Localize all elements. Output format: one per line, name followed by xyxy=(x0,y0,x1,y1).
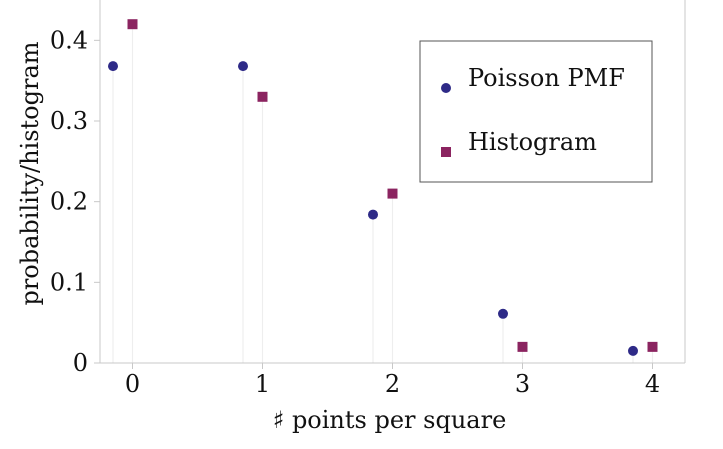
x-axis-title: ♯ points per square xyxy=(273,406,507,434)
data-point-histogram xyxy=(257,91,268,102)
data-point-poisson xyxy=(368,209,378,220)
y-tick-label: 0 xyxy=(73,349,88,377)
y-tick-label: 0.1 xyxy=(50,268,88,296)
legend-box xyxy=(419,40,653,183)
legend-marker-histogram xyxy=(441,147,451,157)
legend-marker-poisson xyxy=(441,83,451,93)
y-tick-label: 0.4 xyxy=(50,26,88,54)
data-point-histogram xyxy=(647,341,658,352)
y-tick-label: 0.3 xyxy=(50,107,88,135)
legend-label-histogram: Histogram xyxy=(468,128,597,156)
data-point-histogram xyxy=(127,19,138,30)
legend-label-poisson: Poisson PMF xyxy=(468,64,625,92)
ticks-layer: 0 1 2 3 4 0 0.1 0.2 0.3 0.4 xyxy=(50,26,660,398)
points-layer xyxy=(108,19,658,356)
x-tick-label: 4 xyxy=(645,370,660,398)
y-tick-label: 0.2 xyxy=(50,188,88,216)
data-point-poisson xyxy=(108,61,118,72)
x-tick-label: 1 xyxy=(255,370,270,398)
data-point-poisson xyxy=(238,61,248,72)
data-point-poisson xyxy=(498,308,508,319)
legend: Poisson PMF Histogram xyxy=(419,40,653,183)
x-tick-label: 2 xyxy=(385,370,400,398)
data-point-histogram xyxy=(387,188,398,199)
x-tick-label: 3 xyxy=(515,370,530,398)
data-point-histogram xyxy=(517,341,528,352)
stems-layer xyxy=(112,24,654,363)
y-axis-title: probability/histogram xyxy=(16,41,44,305)
data-point-poisson xyxy=(628,345,638,356)
x-tick-label: 0 xyxy=(125,370,140,398)
